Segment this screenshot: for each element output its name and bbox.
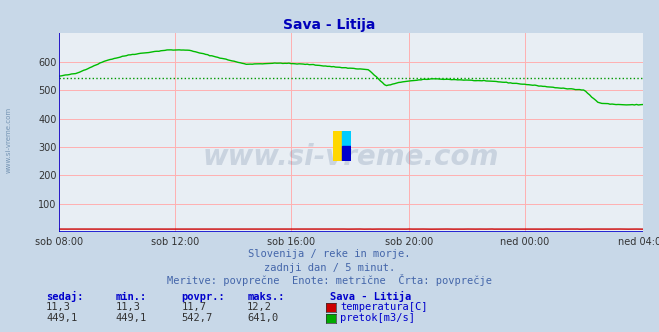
Text: www.si-vreme.com: www.si-vreme.com [203,143,499,171]
Text: Slovenija / reke in morje.: Slovenija / reke in morje. [248,249,411,259]
Text: 542,7: 542,7 [181,313,212,323]
Bar [342,146,351,161]
Text: pretok[m3/s]: pretok[m3/s] [340,313,415,323]
Text: 11,3: 11,3 [115,302,140,312]
Text: www.si-vreme.com: www.si-vreme.com [5,106,12,173]
Text: 641,0: 641,0 [247,313,278,323]
Text: sedaj:: sedaj: [46,291,84,302]
Text: zadnji dan / 5 minut.: zadnji dan / 5 minut. [264,263,395,273]
Text: Sava - Litija: Sava - Litija [330,291,411,302]
Text: 11,7: 11,7 [181,302,206,312]
Text: 449,1: 449,1 [115,313,146,323]
Text: 449,1: 449,1 [46,313,77,323]
Text: Sava - Litija: Sava - Litija [283,18,376,32]
Text: 12,2: 12,2 [247,302,272,312]
Text: maks.:: maks.: [247,292,285,302]
Text: min.:: min.: [115,292,146,302]
Text: Meritve: povprečne  Enote: metrične  Črta: povprečje: Meritve: povprečne Enote: metrične Črta:… [167,274,492,286]
Text: 11,3: 11,3 [46,302,71,312]
Text: povpr.:: povpr.: [181,292,225,302]
Text: temperatura[C]: temperatura[C] [340,302,428,312]
Bar [333,131,342,161]
Bar [342,131,351,146]
